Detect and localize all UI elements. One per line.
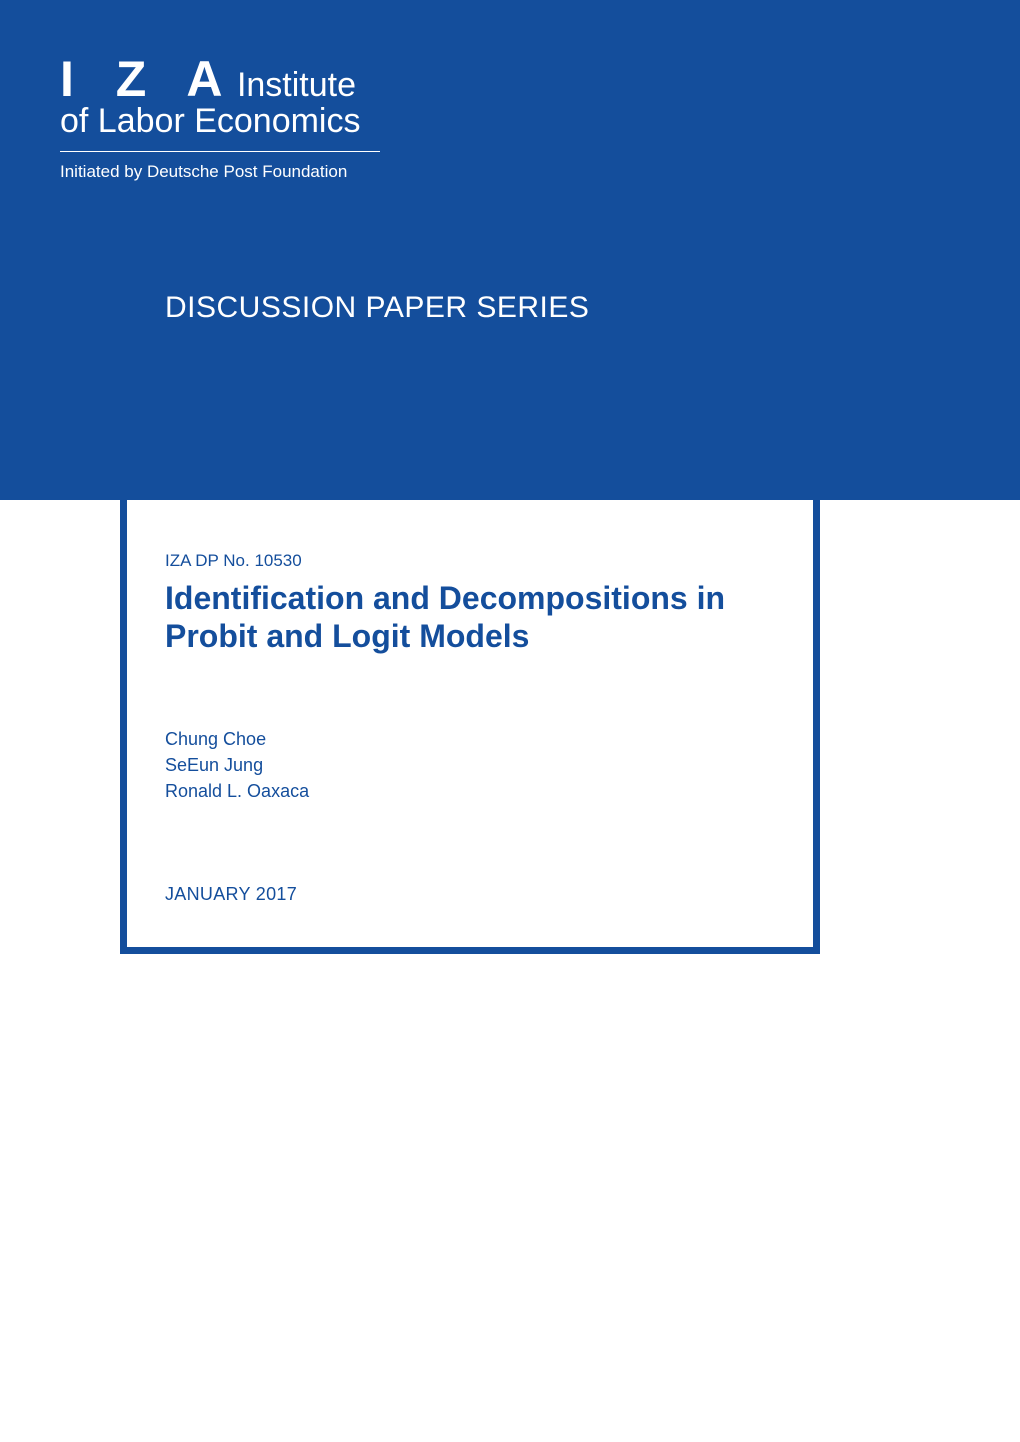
paper-meta: IZA DP No. 10530 Identification and Deco… [165, 551, 775, 905]
authors-list: Chung Choe SeEun Jung Ronald L. Oaxaca [165, 726, 775, 804]
author: SeEun Jung [165, 752, 775, 778]
logo-line1: I Z A Institute [60, 50, 380, 108]
publication-date: JANUARY 2017 [165, 884, 775, 905]
iza-logo-block: I Z A Institute of Labor Economics Initi… [60, 50, 380, 182]
logo-line2: of Labor Economics [60, 102, 380, 141]
logo-subtitle: Initiated by Deutsche Post Foundation [60, 162, 380, 182]
frame-top-region [127, 251, 813, 500]
dp-number: IZA DP No. 10530 [165, 551, 775, 571]
paper-frame: DISCUSSION PAPER SERIES IZA DP No. 10530… [120, 244, 820, 954]
logo-acronym: I Z A [60, 51, 236, 107]
author: Ronald L. Oaxaca [165, 778, 775, 804]
series-title: DISCUSSION PAPER SERIES [165, 291, 589, 325]
author: Chung Choe [165, 726, 775, 752]
logo-institute-word: Institute [237, 66, 356, 104]
logo-divider [60, 151, 380, 152]
paper-title: Identification and Decompositions in Pro… [165, 579, 775, 656]
